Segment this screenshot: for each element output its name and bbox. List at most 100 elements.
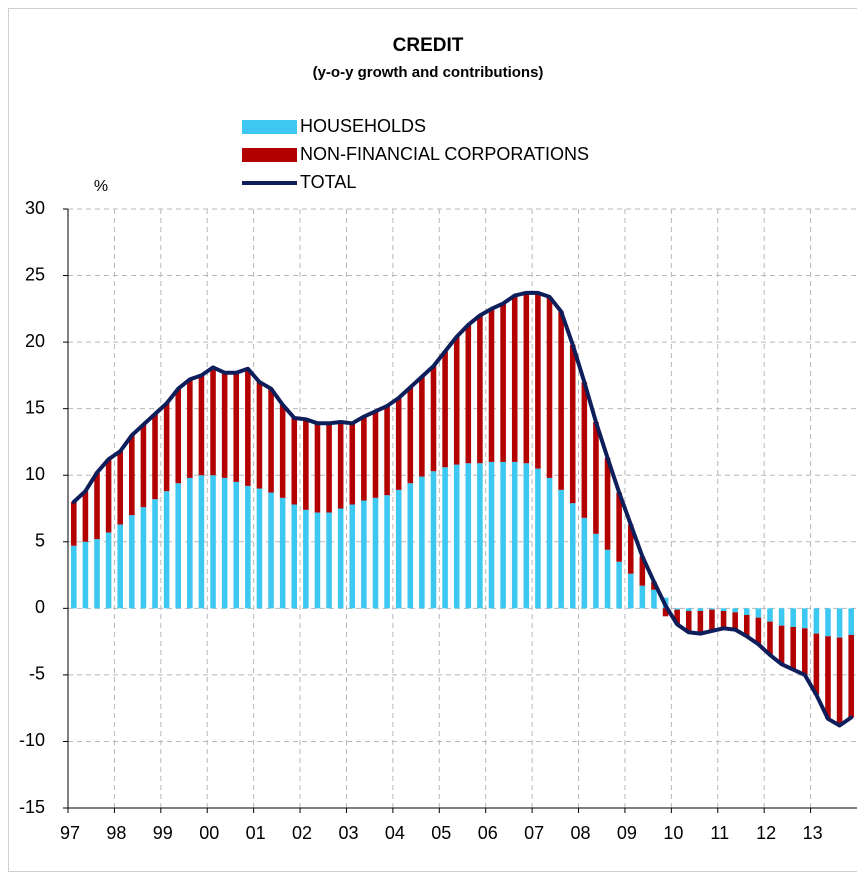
- bar: [117, 451, 123, 525]
- bar: [349, 504, 356, 609]
- bar: [349, 423, 356, 505]
- bar: [152, 413, 158, 500]
- bar: [198, 475, 205, 609]
- bar: [720, 608, 727, 611]
- x-tick-label: 03: [338, 823, 358, 843]
- bar: [94, 539, 100, 609]
- y-tick-label: 0: [35, 597, 45, 617]
- bar: [616, 492, 622, 562]
- x-tick-label: 00: [199, 823, 219, 843]
- bar: [709, 609, 715, 631]
- bar: [604, 457, 611, 550]
- legend-label: HOUSEHOLDS: [300, 116, 426, 136]
- chart-title: CREDIT: [393, 35, 464, 56]
- bar: [697, 608, 704, 611]
- legend-swatch: [242, 148, 297, 162]
- bar: [175, 388, 182, 484]
- bar: [581, 382, 588, 518]
- bar: [430, 471, 437, 609]
- x-tick-label: 01: [246, 823, 266, 843]
- bar: [477, 463, 483, 609]
- bar: [105, 459, 112, 533]
- bar: [268, 388, 274, 493]
- bar: [836, 637, 843, 726]
- y-tick-label: -15: [19, 797, 45, 817]
- bar: [407, 387, 414, 484]
- x-tick-label: 12: [756, 823, 776, 843]
- bar: [720, 610, 727, 629]
- bar: [198, 375, 205, 476]
- bar: [593, 421, 599, 534]
- bar: [500, 303, 506, 462]
- bar: [82, 491, 89, 542]
- bar: [268, 492, 274, 609]
- bar: [523, 292, 530, 464]
- x-tick-label: 02: [292, 823, 312, 843]
- bar: [442, 351, 448, 468]
- bar: [256, 382, 263, 489]
- y-tick-label: 15: [25, 397, 45, 417]
- bar: [187, 477, 193, 609]
- chart-frame: [8, 8, 857, 872]
- bar: [221, 477, 228, 609]
- bar: [175, 483, 182, 609]
- bar: [245, 368, 251, 486]
- bar: [303, 419, 309, 510]
- bar: [755, 608, 762, 618]
- bar: [767, 621, 773, 655]
- bar: [326, 512, 332, 609]
- bar: [465, 463, 472, 609]
- bar: [581, 517, 588, 609]
- bar: [535, 468, 541, 609]
- bar: [71, 501, 77, 546]
- bar: [813, 633, 820, 695]
- bar: [407, 483, 414, 609]
- x-tick-label: 08: [571, 823, 591, 843]
- bar: [743, 608, 750, 615]
- x-tick-label: 07: [524, 823, 544, 843]
- bar: [848, 634, 854, 718]
- bar: [477, 315, 483, 464]
- bar: [488, 308, 495, 462]
- bar: [314, 512, 321, 609]
- bar: [152, 499, 158, 609]
- bar: [813, 608, 820, 634]
- bar: [291, 504, 298, 609]
- y-tick-label: 5: [35, 531, 45, 551]
- bar: [662, 608, 669, 617]
- bar: [140, 507, 147, 609]
- bar: [488, 461, 495, 609]
- bar: [419, 476, 425, 609]
- x-tick-label: 13: [803, 823, 823, 843]
- bar: [651, 589, 657, 609]
- bar: [825, 636, 831, 719]
- bar: [82, 541, 89, 609]
- x-tick-label: 09: [617, 823, 637, 843]
- y-unit: %: [94, 178, 108, 195]
- bar: [187, 379, 193, 478]
- bar: [558, 489, 564, 609]
- bar: [384, 495, 390, 609]
- y-tick-label: 20: [25, 331, 45, 351]
- bar: [743, 614, 750, 637]
- bar: [303, 509, 309, 609]
- bar: [685, 610, 692, 633]
- bar: [372, 497, 379, 609]
- bar: [326, 423, 332, 513]
- legend-label: NON-FINANCIAL CORPORATIONS: [300, 144, 589, 164]
- x-tick-label: 06: [478, 823, 498, 843]
- bar: [627, 524, 634, 574]
- bar: [442, 467, 448, 609]
- bar: [790, 626, 796, 670]
- bar: [616, 561, 622, 609]
- bar: [767, 608, 773, 622]
- bar: [117, 524, 123, 609]
- bar: [685, 608, 692, 611]
- bar: [639, 585, 646, 609]
- bar: [674, 609, 680, 625]
- bar: [511, 461, 518, 609]
- x-tick-label: 98: [106, 823, 126, 843]
- bar: [384, 406, 390, 496]
- bar: [129, 435, 135, 516]
